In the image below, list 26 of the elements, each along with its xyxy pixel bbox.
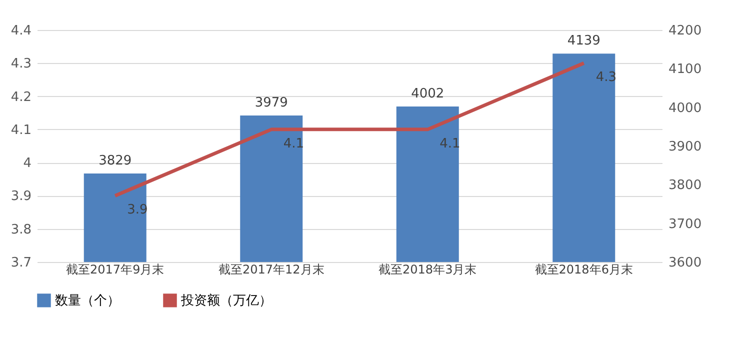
x-tick-label: 截至2018年3月末: [378, 262, 477, 276]
y-tick-label: 4.1: [10, 122, 32, 138]
y2-tick-label: 3900: [668, 140, 702, 154]
data-label: 3829: [98, 153, 132, 168]
y2-tick-label: 3700: [668, 216, 702, 232]
y2-tick-label: 4200: [668, 24, 702, 38]
y-tick-label: 3.9: [10, 189, 32, 204]
y-tick-label: 4: [23, 156, 32, 172]
data-label: 4002: [411, 86, 444, 102]
x-tick-label: 截至2018年6月末: [534, 262, 633, 276]
x-tick-label: 截至2017年12月末: [218, 262, 324, 276]
y2-tick-label: 4000: [668, 100, 702, 116]
legend-label: 数量（个）: [55, 293, 120, 308]
y-tick-label: 3.8: [10, 222, 32, 238]
legend-label: 投资额（万亿）: [180, 293, 272, 308]
data-label: 3979: [254, 95, 288, 110]
x-tick-label: 截至2017年9月末: [66, 262, 164, 276]
y-tick-label: 3.7: [10, 256, 32, 270]
data-label: 4.1: [440, 136, 460, 152]
y2-tick-label: 4100: [668, 62, 702, 78]
data-label: 4139: [567, 34, 600, 49]
y-tick-label: 4.2: [10, 90, 32, 105]
y-tick-label: 4.4: [10, 24, 32, 38]
y2-tick-label: 3600: [668, 256, 702, 270]
y-tick-label: 4.3: [10, 56, 32, 72]
y2-tick-label: 3800: [668, 178, 702, 194]
